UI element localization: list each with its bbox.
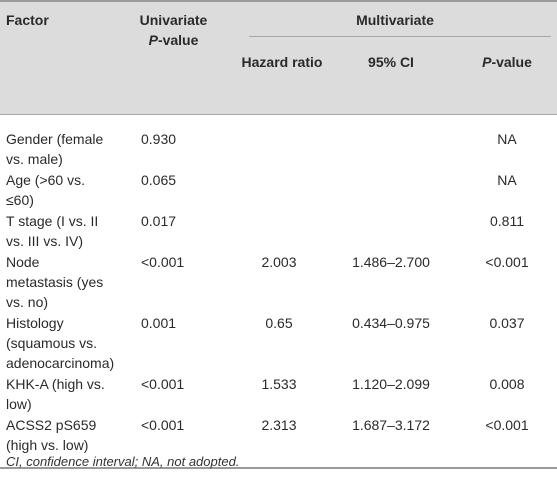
multivariate-p-cell: NA xyxy=(497,131,517,147)
multivariate-underline xyxy=(249,36,551,37)
table-body: Gender (female vs. male) 0.930 NA Age (>… xyxy=(0,115,557,469)
factor-cell: Gender (female vs. male) xyxy=(6,131,104,167)
table-row: ACSS2 pS659 (high vs. low) <0.001 2.313 … xyxy=(0,415,557,469)
multivariate-label: Multivariate xyxy=(356,12,434,28)
univariate-p-cell: 0.017 xyxy=(141,213,177,229)
univariate-p-cell: <0.001 xyxy=(141,376,185,392)
ci-column-header: 95% CI xyxy=(325,42,457,115)
univariate-p-cell: <0.001 xyxy=(114,415,233,469)
table-row: Histology (squamous vs. adenocarcinoma) … xyxy=(0,313,557,374)
table-row: Node metastasis (yes vs. no) <0.001 2.00… xyxy=(0,252,557,313)
multivariate-p-cell: 0.008 xyxy=(489,376,525,392)
table-row: Gender (female vs. male) 0.930 NA xyxy=(0,115,557,171)
factor-cell: KHK-A (high vs. low) xyxy=(6,376,105,412)
hazard-ratio-cell: 0.65 xyxy=(265,315,293,331)
table-footnote: CI, confidence interval; NA, not adopted… xyxy=(6,454,240,469)
ci-cell: 1.687–3.172 xyxy=(325,415,457,469)
hazard-ratio-cell: 2.003 xyxy=(261,254,297,270)
ci-cell xyxy=(325,170,457,211)
hazard-ratio-cell xyxy=(233,170,325,211)
hazard-ratio-column-header: Hazard ratio xyxy=(233,42,325,115)
ci-cell xyxy=(325,115,457,171)
multivariate-p-cell: 0.037 xyxy=(489,315,525,331)
ci-cell: 1.486–2.700 xyxy=(352,254,430,270)
ci-cell: 0.434–0.975 xyxy=(352,315,430,331)
univariate-p-suffix: -value xyxy=(157,32,199,48)
univariate-p-cell: 0.930 xyxy=(141,131,177,147)
univariate-p-cell: 0.001 xyxy=(141,315,177,331)
univariate-column-header: Univariate P-value xyxy=(114,0,233,115)
multivariate-p-letter: P xyxy=(482,54,492,70)
factor-cell: Node metastasis (yes vs. no) xyxy=(6,254,104,310)
ci-cell: 1.120–2.099 xyxy=(352,376,430,392)
univariate-p-cell: 0.065 xyxy=(141,172,177,188)
multivariate-p-cell: <0.001 xyxy=(485,254,529,270)
factor-cell: Age (>60 vs. ≤60) xyxy=(6,172,85,208)
multivariate-p-column-header: P-value xyxy=(457,42,557,115)
factor-column-header: Factor xyxy=(0,0,114,115)
univariate-p-letter: P xyxy=(148,32,158,48)
univariate-p-cell: <0.001 xyxy=(141,254,185,270)
factor-cell: T stage (I vs. II vs. III vs. IV) xyxy=(6,213,99,249)
factor-cell: ACSS2 pS659 (high vs. low) xyxy=(0,415,114,469)
multivariate-p-cell: 0.811 xyxy=(490,213,524,229)
results-table-container: Factor Univariate P-value Multivariate H… xyxy=(0,0,557,469)
table-row: Age (>60 vs. ≤60) 0.065 NA xyxy=(0,170,557,211)
multivariate-p-cell: <0.001 xyxy=(457,415,557,469)
hazard-ratio-cell: 2.313 xyxy=(233,415,325,469)
ci-cell xyxy=(325,211,457,252)
cox-regression-table: Factor Univariate P-value Multivariate H… xyxy=(0,0,557,469)
univariate-label: Univariate xyxy=(139,12,208,28)
multivariate-group-header: Multivariate xyxy=(233,0,557,42)
table-row: KHK-A (high vs. low) <0.001 1.533 1.120–… xyxy=(0,374,557,415)
hazard-ratio-cell: 1.533 xyxy=(261,376,297,392)
table-header: Factor Univariate P-value Multivariate H… xyxy=(0,0,557,115)
factor-cell: Histology (squamous vs. adenocarcinoma) xyxy=(6,315,115,371)
hazard-ratio-cell xyxy=(233,115,325,171)
table-row: T stage (I vs. II vs. III vs. IV) 0.017 … xyxy=(0,211,557,252)
hazard-ratio-cell xyxy=(233,211,325,252)
multivariate-p-cell: NA xyxy=(497,172,517,188)
multivariate-p-suffix: -value xyxy=(491,54,532,70)
